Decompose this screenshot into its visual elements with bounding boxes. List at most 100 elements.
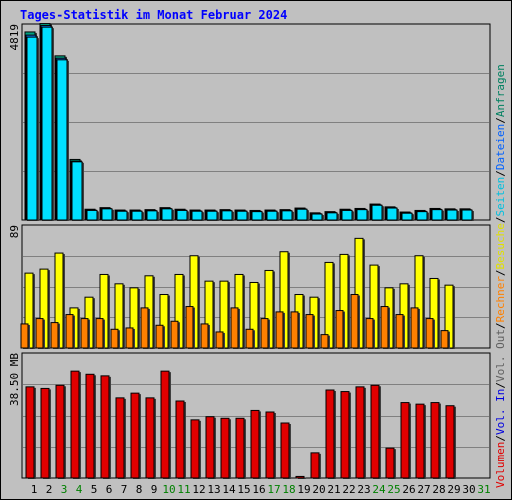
volumen-bar <box>415 403 425 479</box>
rechner-bar <box>50 322 59 349</box>
rechner-bar <box>245 328 254 349</box>
volumen-bar <box>430 402 440 479</box>
seiten-bar <box>461 209 473 221</box>
panel-1-ymax-label: 4819 <box>8 24 21 51</box>
seiten-bar <box>26 36 38 221</box>
x-tick-label: 28 <box>432 483 445 496</box>
x-tick-label: 19 <box>297 483 310 496</box>
legend-item: Seiten <box>494 177 507 217</box>
legend-item: Besuche <box>494 223 507 269</box>
seiten-bar <box>371 204 383 221</box>
seiten-bar <box>341 209 353 221</box>
legend-item: / <box>494 269 507 276</box>
rechner-bar <box>35 318 44 349</box>
seiten-bar <box>416 211 428 221</box>
legend-item: / <box>494 117 507 124</box>
x-tick-label: 11 <box>177 483 190 496</box>
seiten-bar <box>356 209 368 221</box>
seiten-bar <box>56 59 68 221</box>
seiten-bar <box>71 161 83 221</box>
volumen-bar <box>175 400 185 479</box>
rechner-bar <box>65 314 74 349</box>
volumen-bar <box>355 386 365 479</box>
seiten-bar <box>386 207 398 221</box>
seiten-bar <box>236 210 248 221</box>
x-tick-label: 1 <box>31 483 38 496</box>
seiten-bar <box>401 212 413 221</box>
volumen-bar <box>235 417 245 479</box>
rechner-bar <box>80 318 89 349</box>
volumen-bar <box>250 409 260 479</box>
rechner-bar <box>260 318 269 349</box>
x-tick-label: 24 <box>372 483 386 496</box>
volumen-bar <box>145 397 155 479</box>
rechner-bar <box>110 328 119 349</box>
legend-item: Dateien <box>494 124 507 170</box>
seiten-bar <box>41 26 53 221</box>
rechner-bar <box>125 327 134 349</box>
rechner-bar <box>200 323 209 349</box>
x-tick-label: 27 <box>417 483 430 496</box>
volumen-bar <box>265 411 275 479</box>
seiten-bar <box>131 210 143 221</box>
seiten-bar <box>431 209 443 221</box>
x-tick-label: 26 <box>402 483 415 496</box>
x-tick-label: 16 <box>252 483 265 496</box>
volumen-bar <box>325 389 335 479</box>
volumen-bar <box>190 419 200 479</box>
rechner-bar <box>365 318 374 349</box>
chart-title: Tages-Statistik im Monat Februar 2024 <box>20 8 288 22</box>
seiten-bar <box>221 210 233 221</box>
x-tick-label: 13 <box>207 483 220 496</box>
rechner-bar <box>380 306 389 349</box>
seiten-bar <box>281 210 293 221</box>
rechner-bar <box>95 318 104 349</box>
seiten-bar <box>146 210 158 221</box>
seiten-bar <box>266 210 278 221</box>
seiten-bar <box>191 210 203 221</box>
rechner-bar <box>290 311 299 349</box>
seiten-bar <box>326 212 338 221</box>
panel-3-ymax-label: 38.50 MB <box>8 353 21 406</box>
legend-item: Anfragen <box>494 64 507 117</box>
panel-2-ymax-label: 89 <box>8 225 21 238</box>
rechner-bar <box>215 331 224 349</box>
seiten-bar <box>446 209 458 221</box>
rechner-bar <box>20 323 29 349</box>
volumen-bar <box>445 405 455 479</box>
rechner-bar <box>185 306 194 349</box>
x-tick-label: 9 <box>151 483 158 496</box>
rechner-bar <box>320 334 329 349</box>
rechner-bar <box>410 307 419 349</box>
rechner-bar <box>440 330 449 349</box>
legend-item: / <box>494 322 507 329</box>
volumen-bar <box>385 447 395 479</box>
volumen-bar <box>340 391 350 479</box>
volumen-bar <box>25 386 35 479</box>
volumen-bar <box>55 384 65 479</box>
volumen-bar <box>160 370 170 479</box>
volumen-bar <box>100 375 110 479</box>
x-tick-label: 10 <box>162 483 175 496</box>
x-tick-label: 30 <box>462 483 475 496</box>
x-tick-label: 8 <box>136 483 143 496</box>
seiten-bar <box>116 210 128 221</box>
x-tick-label: 20 <box>312 483 325 496</box>
rechner-bar <box>350 294 359 349</box>
rechner-bar <box>305 314 314 349</box>
rechner-bar <box>170 320 179 349</box>
seiten-bar <box>161 208 173 221</box>
legend-item: / <box>494 435 507 442</box>
x-tick-label: 12 <box>192 483 205 496</box>
x-tick-label: 29 <box>447 483 460 496</box>
x-tick-label: 4 <box>76 483 83 496</box>
rechner-bar <box>425 318 434 349</box>
volumen-bar <box>370 384 380 479</box>
volumen-bar <box>280 422 290 479</box>
x-tick-label: 22 <box>342 483 355 496</box>
x-tick-label: 14 <box>222 483 236 496</box>
volumen-bar <box>400 402 410 479</box>
legend-item: / <box>494 170 507 177</box>
legend-item: Volumen <box>494 442 507 488</box>
